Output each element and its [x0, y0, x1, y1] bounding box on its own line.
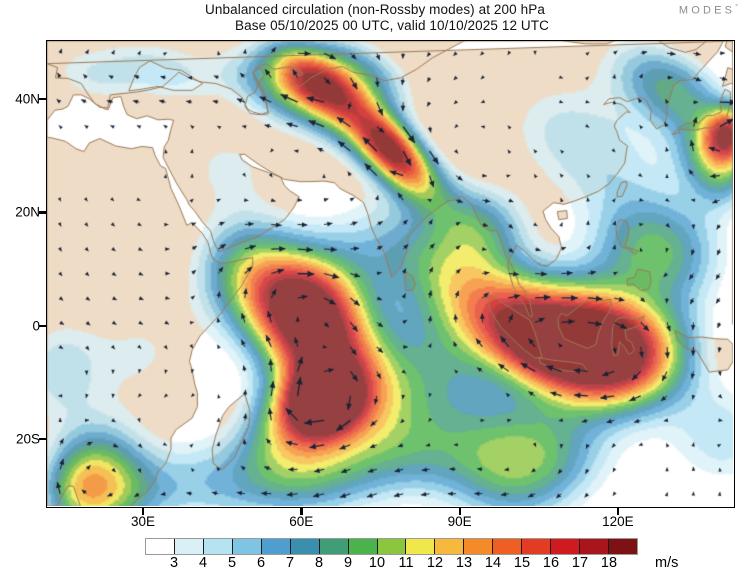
colorbar-swatch	[203, 539, 233, 554]
x-tick-mark	[300, 508, 303, 515]
colorbar-swatch	[174, 539, 204, 554]
colorbar-swatch	[522, 539, 552, 554]
y-tick-label: 40N	[15, 91, 40, 107]
x-tick-label: 60E	[289, 514, 314, 529]
y-tick-mark	[39, 324, 46, 328]
chart-title: Unbalanced circulation (non-Rossby modes…	[0, 2, 750, 34]
modes-logo-text: MODES	[678, 4, 736, 17]
colorbar-swatch	[146, 539, 175, 554]
colorbar-swatch	[551, 539, 581, 554]
title-line-2: Base 05/10/2025 00 UTC, valid 10/10/2025…	[235, 18, 549, 33]
colorbar-swatch	[580, 539, 609, 554]
colorbar-tick-label: 12	[426, 555, 444, 571]
colorbar-swatch	[406, 539, 436, 554]
map-canvas	[47, 41, 733, 506]
y-tick-mark	[39, 211, 46, 214]
y-tick-label: 0	[32, 318, 40, 334]
colorbar-tick-label: 17	[571, 555, 589, 571]
colorbar-swatch	[348, 539, 378, 554]
x-tick-label: 90E	[447, 514, 472, 529]
colorbar-tick-label: 3	[169, 555, 179, 571]
colorbar-tick-label: 18	[600, 555, 618, 571]
x-tick-mark	[141, 508, 145, 515]
colorbar-tick-label: 4	[198, 555, 208, 571]
colorbar	[145, 538, 638, 555]
y-tick-label: 20S	[15, 431, 40, 447]
colorbar-tick-label: 13	[455, 555, 473, 571]
map-plot-area	[46, 40, 735, 508]
colorbar-swatch	[609, 539, 637, 554]
colorbar-swatch	[261, 539, 291, 554]
colorbar-tick-label: 14	[484, 555, 502, 571]
colorbar-swatch	[435, 539, 465, 554]
colorbar-tick-label: 7	[285, 555, 295, 571]
x-tick-mark	[616, 508, 620, 515]
colorbar-tick-label: 6	[256, 555, 266, 571]
modes-logo: MODES°	[679, 4, 738, 17]
colorbar-swatch	[290, 539, 320, 554]
colorbar-swatch	[232, 539, 262, 554]
x-tick-label: 120E	[602, 514, 634, 529]
colorbar-tick-label: 9	[343, 555, 353, 571]
x-tick-label: 30E	[130, 514, 155, 529]
colorbar-swatch	[319, 539, 349, 554]
modes-logo-mark: °	[735, 4, 738, 11]
colorbar-tick-label: 5	[227, 555, 237, 571]
y-tick-mark	[39, 97, 46, 101]
colorbar-swatch	[493, 539, 523, 554]
colorbar-swatch	[377, 539, 407, 554]
y-tick-mark	[39, 437, 46, 441]
colorbar-tick-label: 15	[513, 555, 531, 571]
title-line-1: Unbalanced circulation (non-Rossby modes…	[205, 2, 545, 17]
colorbar-swatch	[464, 539, 494, 554]
colorbar-tick-label: 11	[398, 555, 414, 571]
y-tick-label: 20N	[15, 204, 40, 220]
colorbar-tick-label: 8	[314, 555, 324, 571]
colorbar-tick-label: 10	[368, 555, 386, 571]
x-tick-mark	[458, 508, 462, 515]
colorbar-tick-label: 16	[542, 555, 560, 571]
colorbar-units-label: m/s	[655, 555, 679, 571]
